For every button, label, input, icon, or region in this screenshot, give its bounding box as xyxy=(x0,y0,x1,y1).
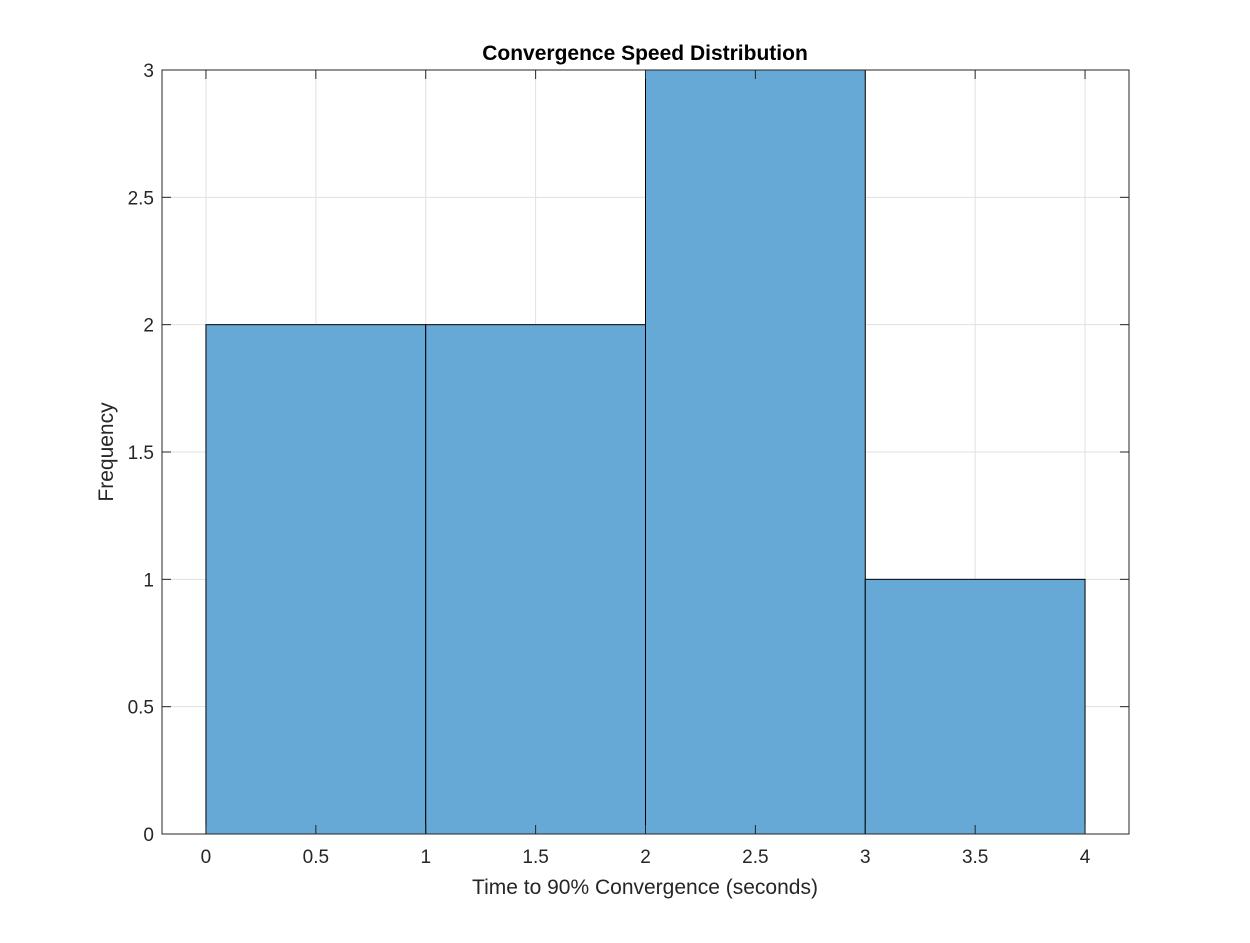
y-tick-label: 2.5 xyxy=(128,188,154,209)
y-tick-labels: 0 0.5 1 1.5 2 2.5 3 xyxy=(128,61,154,846)
x-tick-label: 2.5 xyxy=(742,847,768,868)
y-tick-label: 0 xyxy=(143,825,154,846)
chart-title: Convergence Speed Distribution xyxy=(482,42,808,65)
x-tick-label: 1 xyxy=(420,847,431,868)
axes xyxy=(161,69,1130,835)
x-tick-label: 4 xyxy=(1080,847,1091,868)
y-tick-label: 2 xyxy=(143,316,154,337)
histogram-bar-1 xyxy=(205,324,427,835)
x-tick-label: 3 xyxy=(860,847,871,868)
y-axis-label: Frequency xyxy=(95,402,118,502)
bars xyxy=(205,69,1086,835)
x-tick-label: 0 xyxy=(201,847,212,868)
histogram-bar-4 xyxy=(864,578,1086,835)
x-tick-label: 2 xyxy=(640,847,651,868)
y-tick-label: 0.5 xyxy=(128,698,154,719)
y-tick-label: 1 xyxy=(143,570,154,591)
histogram-bar-3 xyxy=(645,69,866,835)
x-tick-label: 3.5 xyxy=(962,847,988,868)
x-tick-labels: 0 0.5 1 1.5 2 2.5 3 3.5 4 xyxy=(201,847,1091,868)
x-axis-label: Time to 90% Convergence (seconds) xyxy=(472,876,818,899)
x-tick-label: 0.5 xyxy=(303,847,329,868)
x-tick-label: 1.5 xyxy=(522,847,548,868)
y-tick-label: 3 xyxy=(143,61,154,82)
histogram-bar-2 xyxy=(425,324,646,835)
y-tick-label: 1.5 xyxy=(128,443,154,464)
